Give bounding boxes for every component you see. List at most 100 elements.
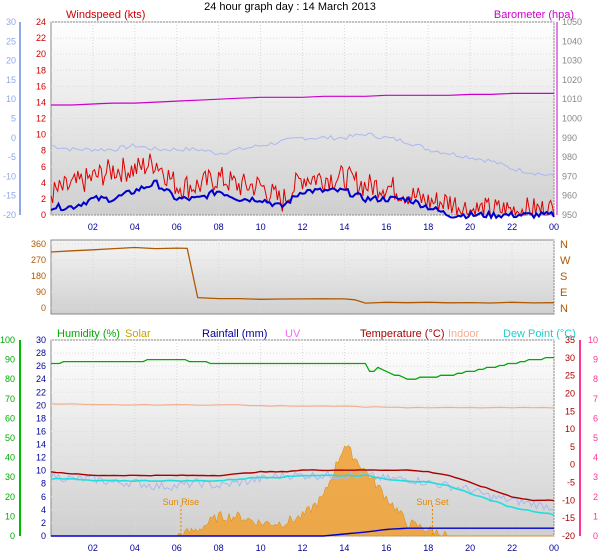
rain-tick-label: 18 <box>36 413 46 423</box>
wind-tick-label: 22 <box>36 33 46 43</box>
uv-tick-label: 1 <box>593 511 598 521</box>
baro-tick-label: 1020 <box>562 75 582 85</box>
humidity-tick-label: 20 <box>5 492 15 502</box>
rainfall-line <box>51 527 554 537</box>
p3-x-tick-label: 22 <box>507 543 517 553</box>
p3-raw-temperature-line <box>50 470 555 512</box>
wind-tick-label: 10 <box>36 130 46 140</box>
rain-tick-label: 4 <box>41 505 46 515</box>
baro-tick-label: 980 <box>562 152 577 162</box>
p1-x-tick-label: 10 <box>256 222 266 232</box>
baro-tick-label: 1000 <box>562 114 582 124</box>
sunset-label: Sun Set <box>416 497 449 507</box>
uv-tick-label: 0 <box>593 531 598 541</box>
p3-temp-tick-label: 35 <box>565 335 575 345</box>
p3-x-tick-label: 06 <box>172 543 182 553</box>
p1-temp-tick-label: -10 <box>3 171 16 181</box>
uv-tick-label: 9 <box>593 355 598 365</box>
baro-tick-label: 1010 <box>562 94 582 104</box>
rain-tick-label: 0 <box>41 531 46 541</box>
compass-tick-label: S <box>560 271 567 283</box>
compass-tick-label: N <box>560 303 568 315</box>
p1-temp-tick-label: -20 <box>3 210 16 220</box>
p3-x-tick-label: 18 <box>423 543 433 553</box>
p1-x-tick-label: 08 <box>214 222 224 232</box>
temperature-line <box>50 469 555 502</box>
p3-x-tick-label: 02 <box>88 543 98 553</box>
p1-x-tick-label: 20 <box>465 222 475 232</box>
wind-tick-label: 6 <box>41 162 46 172</box>
p3-x-tick-label: 08 <box>214 543 224 553</box>
wind-direction-line <box>50 246 555 304</box>
direction-tick-label: 0 <box>41 303 46 313</box>
wind-tick-label: 4 <box>41 178 46 188</box>
humidity-tick-label: 90 <box>5 355 15 365</box>
dewpoint-label: Dew Point (°C) <box>503 328 576 340</box>
average-wind-line <box>50 179 555 221</box>
rain-tick-label: 8 <box>41 479 46 489</box>
p3-temp-tick-label: -20 <box>562 531 575 541</box>
humidity-tick-label: 70 <box>5 394 15 404</box>
p1-x-tick-label: 12 <box>297 222 307 232</box>
p3-temp-tick-label: 30 <box>565 353 575 363</box>
p1-x-tick-label: 00 <box>549 222 559 232</box>
p3-temp-tick-label: 5 <box>570 442 575 452</box>
rainfall-label: Rainfall (mm) <box>202 328 267 340</box>
humidity-label: Humidity (%) <box>57 328 120 340</box>
p3-x-tick-label: 14 <box>339 543 349 553</box>
p3-x-tick-label: 04 <box>130 543 140 553</box>
p3-x-tick-label: 20 <box>465 543 475 553</box>
p3-x-tick-label: 10 <box>256 543 266 553</box>
wind-tick-label: 18 <box>36 65 46 75</box>
compass-tick-label: E <box>560 287 567 299</box>
p1-temp-tick-label: 20 <box>6 56 16 66</box>
rain-tick-label: 10 <box>36 466 46 476</box>
p3-temp-tick-label: 15 <box>565 406 575 416</box>
indoor-label: Indoor <box>448 328 480 340</box>
rain-tick-label: 30 <box>36 335 46 345</box>
p1-temp-tick-label: 15 <box>6 75 16 85</box>
wind-tick-label: 8 <box>41 146 46 156</box>
baro-tick-label: 1040 <box>562 36 582 46</box>
chart-title: 24 hour graph day : 14 March 2013 <box>204 1 376 13</box>
direction-tick-label: 360 <box>31 239 46 249</box>
uv-tick-label: 4 <box>593 453 598 463</box>
wind-tick-label: 20 <box>36 49 46 59</box>
wind-tick-label: 14 <box>36 97 46 107</box>
uv-tick-label: 10 <box>588 335 598 345</box>
humidity-tick-label: 100 <box>0 335 15 345</box>
rain-tick-label: 22 <box>36 387 46 397</box>
sunrise-label: Sun Rise <box>163 497 200 507</box>
p1-temp-tick-label: 30 <box>6 17 16 27</box>
rain-tick-label: 26 <box>36 361 46 371</box>
rain-tick-label: 6 <box>41 492 46 502</box>
wind-tick-label: 24 <box>36 17 46 27</box>
baro-tick-label: 1050 <box>562 17 582 27</box>
compass-tick-label: N <box>560 239 568 251</box>
rain-tick-label: 2 <box>41 518 46 528</box>
uv-tick-label: 5 <box>593 433 598 443</box>
p1-temp-tick-label: 0 <box>11 133 16 143</box>
p3-x-tick-label: 12 <box>297 543 307 553</box>
p3-temp-tick-label: -5 <box>567 478 575 488</box>
p1-temp-tick-label: -5 <box>8 152 16 162</box>
p3-x-tick-label: 00 <box>549 543 559 553</box>
humidity-tick-label: 30 <box>5 472 15 482</box>
baro-tick-label: 1030 <box>562 56 582 66</box>
uv-tick-label: 2 <box>593 492 598 502</box>
p1-temp-tick-label: 25 <box>6 36 16 46</box>
p1-x-tick-label: 18 <box>423 222 433 232</box>
compass-tick-label: W <box>560 255 571 267</box>
wind-tick-label: 0 <box>41 210 46 220</box>
p1-x-tick-label: 04 <box>130 222 140 232</box>
humidity-tick-label: 40 <box>5 453 15 463</box>
p1-temp-tick-label: 10 <box>6 94 16 104</box>
uv-tick-label: 7 <box>593 394 598 404</box>
wind-tick-label: 16 <box>36 81 46 91</box>
p1-x-tick-label: 14 <box>339 222 349 232</box>
solar-label: Solar <box>125 328 151 340</box>
windspeed-label: Windspeed (kts) <box>66 9 145 21</box>
direction-tick-label: 270 <box>31 255 46 265</box>
baro-tick-label: 960 <box>562 191 577 201</box>
